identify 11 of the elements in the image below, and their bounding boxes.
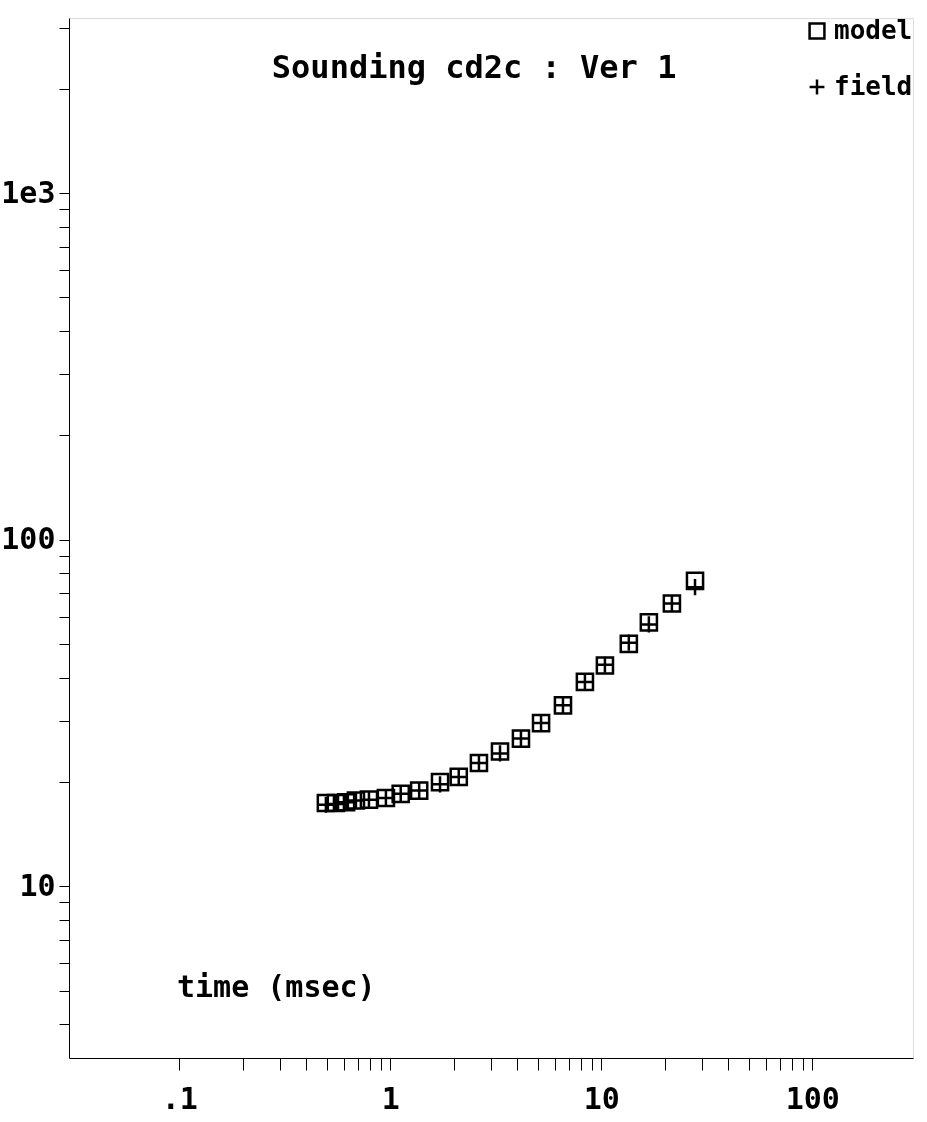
x-tick-label: 100	[785, 1080, 840, 1116]
legend-label: model	[834, 15, 913, 45]
text: Sounding cd2c : Ver 1	[271, 48, 677, 86]
y-tick-label: 100	[1, 521, 56, 557]
x-axis-title: time (msec)	[177, 969, 376, 1004]
y-tick-label: 10	[19, 867, 56, 903]
legend-label: field	[834, 71, 913, 101]
x-tick-label: .1	[161, 1080, 198, 1116]
y-tick-label: 1e3	[1, 174, 56, 210]
x-tick-label: 1	[381, 1080, 400, 1116]
x-tick-label: 10	[583, 1080, 620, 1116]
